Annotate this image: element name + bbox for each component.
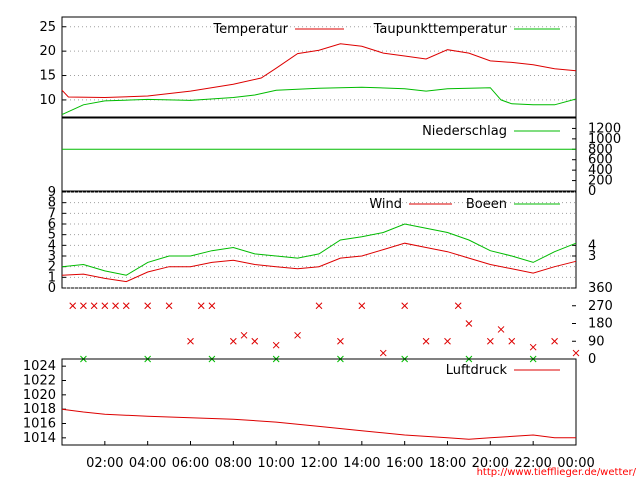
x-tick-label: 14:00 [343, 456, 380, 471]
wind-y-tick-label: 0 [48, 281, 56, 296]
wind-y-tick-label: 7 [48, 206, 56, 221]
wind_direction-point [251, 337, 259, 345]
x-tick-label: 02:00 [86, 456, 123, 471]
precipitation-y2-tick-label: 600 [588, 153, 613, 168]
wind_direction-point [454, 302, 462, 310]
precipitation-legend-label-0: Niederschlag [422, 124, 507, 139]
x-tick-label: 10:00 [257, 456, 294, 471]
wind-y2-tick-label: 3 [588, 249, 596, 264]
wind_direction-point [187, 337, 194, 345]
wind-y-tick-label: 1 [48, 270, 56, 285]
temperature-legend-label-1: Taupunkttemperatur [373, 22, 508, 37]
x-tick-label: 16:00 [386, 456, 423, 471]
wind_direction-point [529, 343, 537, 351]
pressure-y-tick-label: 1018 [23, 402, 56, 417]
wind_direction-point [379, 349, 387, 357]
wind-series-0-line [61, 242, 577, 283]
wind_direction-point [112, 302, 119, 310]
wind-y-tick-label: 4 [48, 238, 56, 253]
wind_direction-point [122, 302, 130, 310]
wind_direction-point [508, 337, 516, 345]
wind_direction-point [101, 302, 109, 310]
wind_direction-point [208, 302, 216, 310]
wind-y-tick-label: 9 [48, 185, 56, 200]
precipitation-y2-tick-label: 0 [588, 184, 596, 199]
wind_direction-point [572, 349, 580, 357]
temperature-series-0-line [61, 43, 577, 99]
wind_direction-point [90, 302, 98, 310]
pressure-y-tick-label: 1022 [23, 374, 56, 389]
wind-y-tick-label: 2 [48, 260, 56, 275]
wind_direction-point [315, 302, 323, 310]
pressure-y-tick-label: 1014 [23, 431, 56, 446]
wind_direction-y2-tick-label: 270 [588, 299, 613, 314]
wind_direction-point [465, 320, 473, 327]
x-tick-label: 18:00 [429, 456, 466, 471]
wind_direction-point [444, 337, 451, 345]
wind_direction-point [401, 302, 409, 310]
wind-y-tick-label: 3 [48, 249, 56, 264]
wind_direction-point [422, 337, 430, 345]
wind-legend-label-0: Wind [369, 197, 402, 212]
pressure-series-0-line [61, 408, 576, 440]
credit-text: http://www.tiefflieger.de/wetter/ [477, 467, 637, 478]
temperature-y-tick-label: 25 [39, 20, 56, 35]
wind_direction-y2-tick-label: 180 [588, 317, 613, 332]
wind-y2-tick-label: 4 [588, 238, 596, 253]
precipitation-frame [61, 117, 577, 192]
x-tick-label: 06:00 [172, 456, 209, 471]
precipitation-y2-tick-label: 200 [588, 174, 613, 189]
temperature-frame [61, 16, 577, 118]
x-tick-label: 08:00 [215, 456, 252, 471]
wind_direction-point [272, 341, 280, 349]
wind_direction-point [486, 337, 494, 345]
x-tick-label: 04:00 [129, 456, 166, 471]
wind-y-tick-label: 8 [48, 196, 56, 211]
wind_direction-point [197, 302, 205, 310]
wind-series-1-line [61, 223, 577, 276]
wind_direction-point [69, 302, 77, 310]
wind-y-tick-label: 5 [48, 228, 56, 243]
wind_direction-point [551, 337, 558, 345]
temperature-series-1-line [61, 86, 577, 116]
pressure-y-tick-label: 1020 [23, 388, 56, 403]
wind-y-tick-label: 6 [48, 217, 56, 232]
wind_direction-point [497, 326, 505, 333]
wind_direction-point [165, 302, 173, 310]
x-tick-label: 22:00 [514, 456, 551, 471]
wind-legend-label-1: Boeen [466, 197, 507, 212]
temperature-y-tick-label: 20 [39, 44, 56, 59]
pressure-y-tick-label: 1024 [23, 359, 56, 374]
pressure-y-tick-label: 1016 [23, 417, 56, 432]
wind_direction-y2-tick-label: 90 [588, 334, 605, 349]
precipitation-y2-tick-label: 400 [588, 163, 613, 178]
wind_direction-point [80, 302, 87, 310]
wind_direction-point [240, 331, 248, 339]
x-tick-label: 00:00 [557, 456, 594, 471]
temperature-y-tick-label: 10 [39, 93, 56, 108]
wind_direction-point [358, 302, 366, 310]
wind_direction-y2-tick-label: 0 [588, 352, 596, 367]
x-tick-label: 20:00 [472, 456, 509, 471]
wind_direction-y2-tick-label: 360 [588, 281, 613, 296]
precipitation-y2-tick-label: 1200 [588, 121, 621, 136]
temperature-y-tick-label: 15 [39, 69, 56, 84]
precipitation-y2-tick-label: 1000 [588, 132, 621, 147]
temperature-legend-label-0: Temperatur [212, 22, 288, 37]
precipitation-y2-tick-label: 800 [588, 142, 613, 157]
wind_direction-point [294, 331, 301, 339]
x-tick-label: 12:00 [300, 456, 337, 471]
pressure-legend-label-0: Luftdruck [446, 363, 508, 378]
wind_direction-point [144, 302, 152, 310]
wind_direction-point [229, 337, 237, 345]
wind_direction-point [337, 337, 344, 345]
